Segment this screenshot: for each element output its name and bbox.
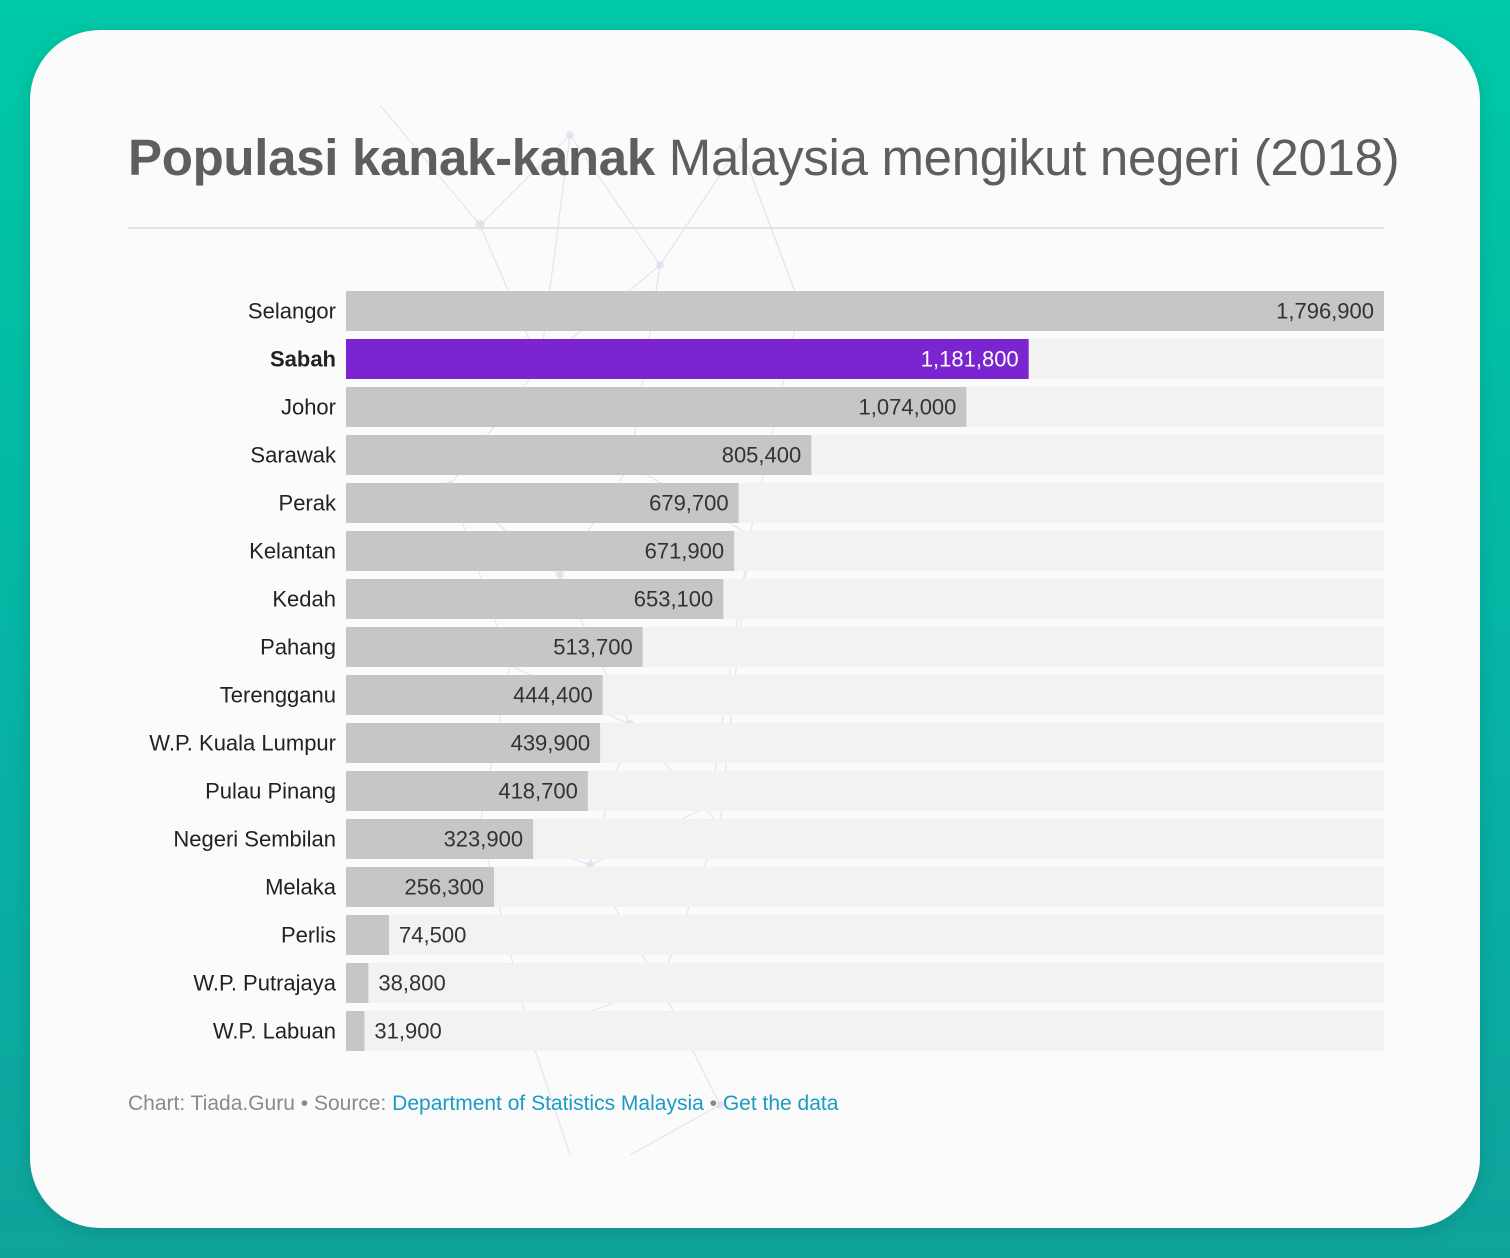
bar-chart: Selangor 1,796,900 Sabah 1,181,800 Johor 1,07… [149, 291, 1384, 1051]
value-label: 444,400 [513, 683, 593, 708]
category-label: Sarawak [250, 443, 337, 468]
bar [346, 819, 534, 859]
value-label: 323,900 [444, 827, 524, 852]
bar [346, 627, 643, 667]
category-label: Pulau Pinang [205, 779, 336, 804]
category-label: Negeri Sembilan [173, 827, 336, 852]
chart-credit: Chart: Tiada.Guru [128, 1092, 295, 1115]
value-label: 1,074,000 [859, 395, 957, 420]
category-label: W.P. Putrajaya [193, 971, 336, 996]
category-label: Sabah [270, 347, 336, 372]
value-label: 671,900 [645, 539, 725, 564]
value-label: 1,796,900 [1276, 299, 1374, 324]
value-label: 513,700 [553, 635, 633, 660]
bar [346, 963, 369, 1003]
category-label: Kelantan [249, 539, 336, 564]
chart-title-rest: Malaysia mengikut negeri (2018) [654, 129, 1400, 186]
bar [346, 1011, 365, 1051]
footer-separator: • [703, 1092, 723, 1115]
category-label: W.P. Labuan [213, 1019, 336, 1044]
value-label: 679,700 [649, 491, 729, 516]
chart-footer: Chart: Tiada.Guru • Source: Department o… [128, 1091, 838, 1117]
bar [346, 675, 603, 715]
value-label: 38,800 [378, 971, 445, 996]
category-label: Selangor [248, 299, 336, 324]
footer-separator: • [294, 1092, 314, 1115]
bar-track [346, 867, 1384, 907]
category-label: Johor [281, 395, 336, 420]
bar [346, 339, 1029, 379]
bar [346, 867, 495, 907]
value-label: 256,300 [405, 875, 485, 900]
value-label: 74,500 [399, 923, 466, 948]
source-link[interactable]: Department of Statistics Malaysia [392, 1092, 704, 1115]
bar [346, 771, 588, 811]
bar [346, 387, 967, 427]
bar [346, 531, 735, 571]
category-label: Terengganu [220, 683, 336, 708]
category-label: Perlis [281, 923, 336, 948]
source-prefix: Source: [313, 1092, 393, 1115]
value-label: 31,900 [374, 1019, 441, 1044]
chart-title-bold: Populasi kanak-kanak [128, 129, 655, 186]
category-label: Kedah [272, 587, 336, 612]
bar [346, 723, 601, 763]
get-data-link[interactable]: Get the data [722, 1092, 839, 1115]
chart-card: Populasi kanak-kanak Malaysia mengikut n… [30, 30, 1480, 1228]
bar [346, 291, 1384, 331]
value-label: 439,900 [511, 731, 591, 756]
value-label: 418,700 [498, 779, 578, 804]
bar [346, 483, 739, 523]
bar [346, 435, 812, 475]
bar [346, 915, 390, 955]
category-label: Perak [279, 491, 337, 516]
bar-track [346, 915, 1384, 955]
bar-track [346, 1011, 1384, 1051]
value-label: 1,181,800 [921, 347, 1019, 372]
category-label: Pahang [260, 635, 336, 660]
category-label: W.P. Kuala Lumpur [149, 731, 336, 756]
value-label: 805,400 [722, 443, 802, 468]
category-label: Melaka [265, 875, 337, 900]
title-divider [128, 227, 1384, 229]
bar [346, 579, 724, 619]
chart-title: Populasi kanak-kanak Malaysia mengikut n… [128, 126, 1400, 190]
value-label: 653,100 [634, 587, 714, 612]
bar-track [346, 963, 1384, 1003]
